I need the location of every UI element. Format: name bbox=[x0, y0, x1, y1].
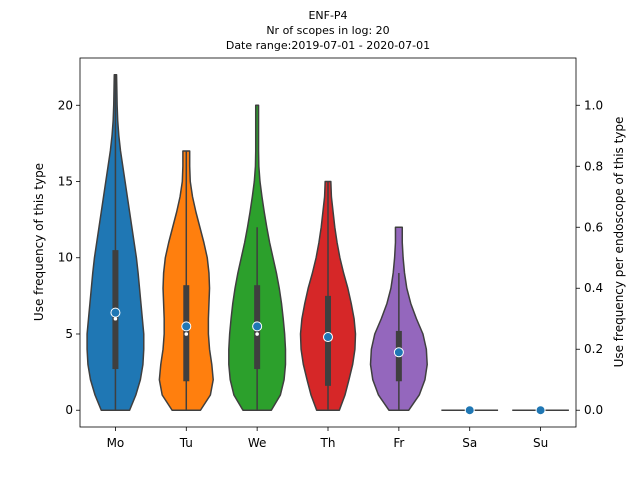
mean-marker bbox=[252, 321, 263, 332]
violin-Fr bbox=[369, 226, 428, 411]
y-right-tick-label: 0.2 bbox=[584, 342, 603, 356]
y-right-tick-label: 0.8 bbox=[584, 159, 603, 173]
chart-title-line-3: Date range:2019-07-01 - 2020-07-01 bbox=[226, 39, 430, 52]
plot-frame bbox=[79, 57, 577, 428]
violin-Th bbox=[299, 180, 357, 411]
y-right-tick-label: 0.6 bbox=[584, 220, 603, 234]
y-right-tick-label: 1.0 bbox=[584, 98, 603, 112]
x-tick-label: Sa bbox=[462, 436, 477, 450]
violin-Su bbox=[512, 405, 569, 416]
x-tick-label: Fr bbox=[393, 436, 404, 450]
y-axis-right: 0.0 0.2 0.4 0.6 0.8 1.0 bbox=[576, 98, 603, 417]
y-axis-left: 0 5 10 15 20 bbox=[58, 98, 80, 417]
violin-Sa bbox=[441, 405, 499, 416]
x-tick-label: We bbox=[248, 436, 267, 450]
x-tick-label: Tu bbox=[179, 436, 193, 450]
y-left-tick-label: 10 bbox=[58, 251, 73, 265]
mean-marker bbox=[323, 332, 333, 343]
y-left-tick-label: 5 bbox=[65, 327, 73, 341]
chart-title-line-1: ENF-P4 bbox=[308, 9, 347, 22]
violin-Mo bbox=[86, 74, 145, 411]
y-left-tick-label: 15 bbox=[58, 175, 73, 189]
mean-marker bbox=[181, 321, 192, 332]
violin-median-dot bbox=[255, 332, 259, 336]
mean-marker bbox=[393, 347, 404, 358]
mean-marker bbox=[535, 405, 546, 416]
chart-title-line-2: Nr of scopes in log: 20 bbox=[266, 24, 389, 37]
mean-marker bbox=[464, 405, 475, 416]
x-tick-label: Su bbox=[533, 436, 548, 450]
mean-marker bbox=[110, 307, 121, 318]
violin-Tu bbox=[158, 150, 214, 411]
violin-We bbox=[228, 104, 287, 411]
y-left-tick-label: 20 bbox=[58, 98, 73, 112]
y-right-tick-label: 0.4 bbox=[584, 281, 603, 295]
y-axis-left-label: Use frequency of this type bbox=[32, 163, 46, 321]
y-axis-right-label: Use frequency per endoscope of this type bbox=[612, 117, 626, 368]
x-tick-label: Th bbox=[320, 436, 336, 450]
x-axis: Mo Tu We Th Fr Sa Su bbox=[107, 427, 548, 450]
violin-group bbox=[86, 74, 569, 416]
violin-median-dot bbox=[113, 316, 118, 321]
y-left-tick-label: 0 bbox=[65, 403, 73, 417]
y-right-tick-label: 0.0 bbox=[584, 403, 603, 417]
x-tick-label: Mo bbox=[107, 436, 125, 450]
violin-median-dot bbox=[184, 332, 189, 336]
